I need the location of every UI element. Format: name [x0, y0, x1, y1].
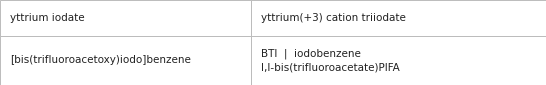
Text: BTI  |  iodobenzene
I,I-bis(trifluoroacetate)PIFA: BTI | iodobenzene I,I-bis(trifluoroaceta…	[261, 49, 400, 72]
Text: [bis(trifluoroacetoxy)iodo]benzene: [bis(trifluoroacetoxy)iodo]benzene	[10, 55, 191, 65]
Text: yttrium iodate: yttrium iodate	[10, 13, 85, 23]
Bar	[0, 36, 251, 85]
Text: yttrium(+3) cation triiodate: yttrium(+3) cation triiodate	[261, 13, 406, 23]
Bar	[251, 36, 546, 85]
Bar	[0, 0, 251, 36]
Bar	[251, 0, 546, 36]
